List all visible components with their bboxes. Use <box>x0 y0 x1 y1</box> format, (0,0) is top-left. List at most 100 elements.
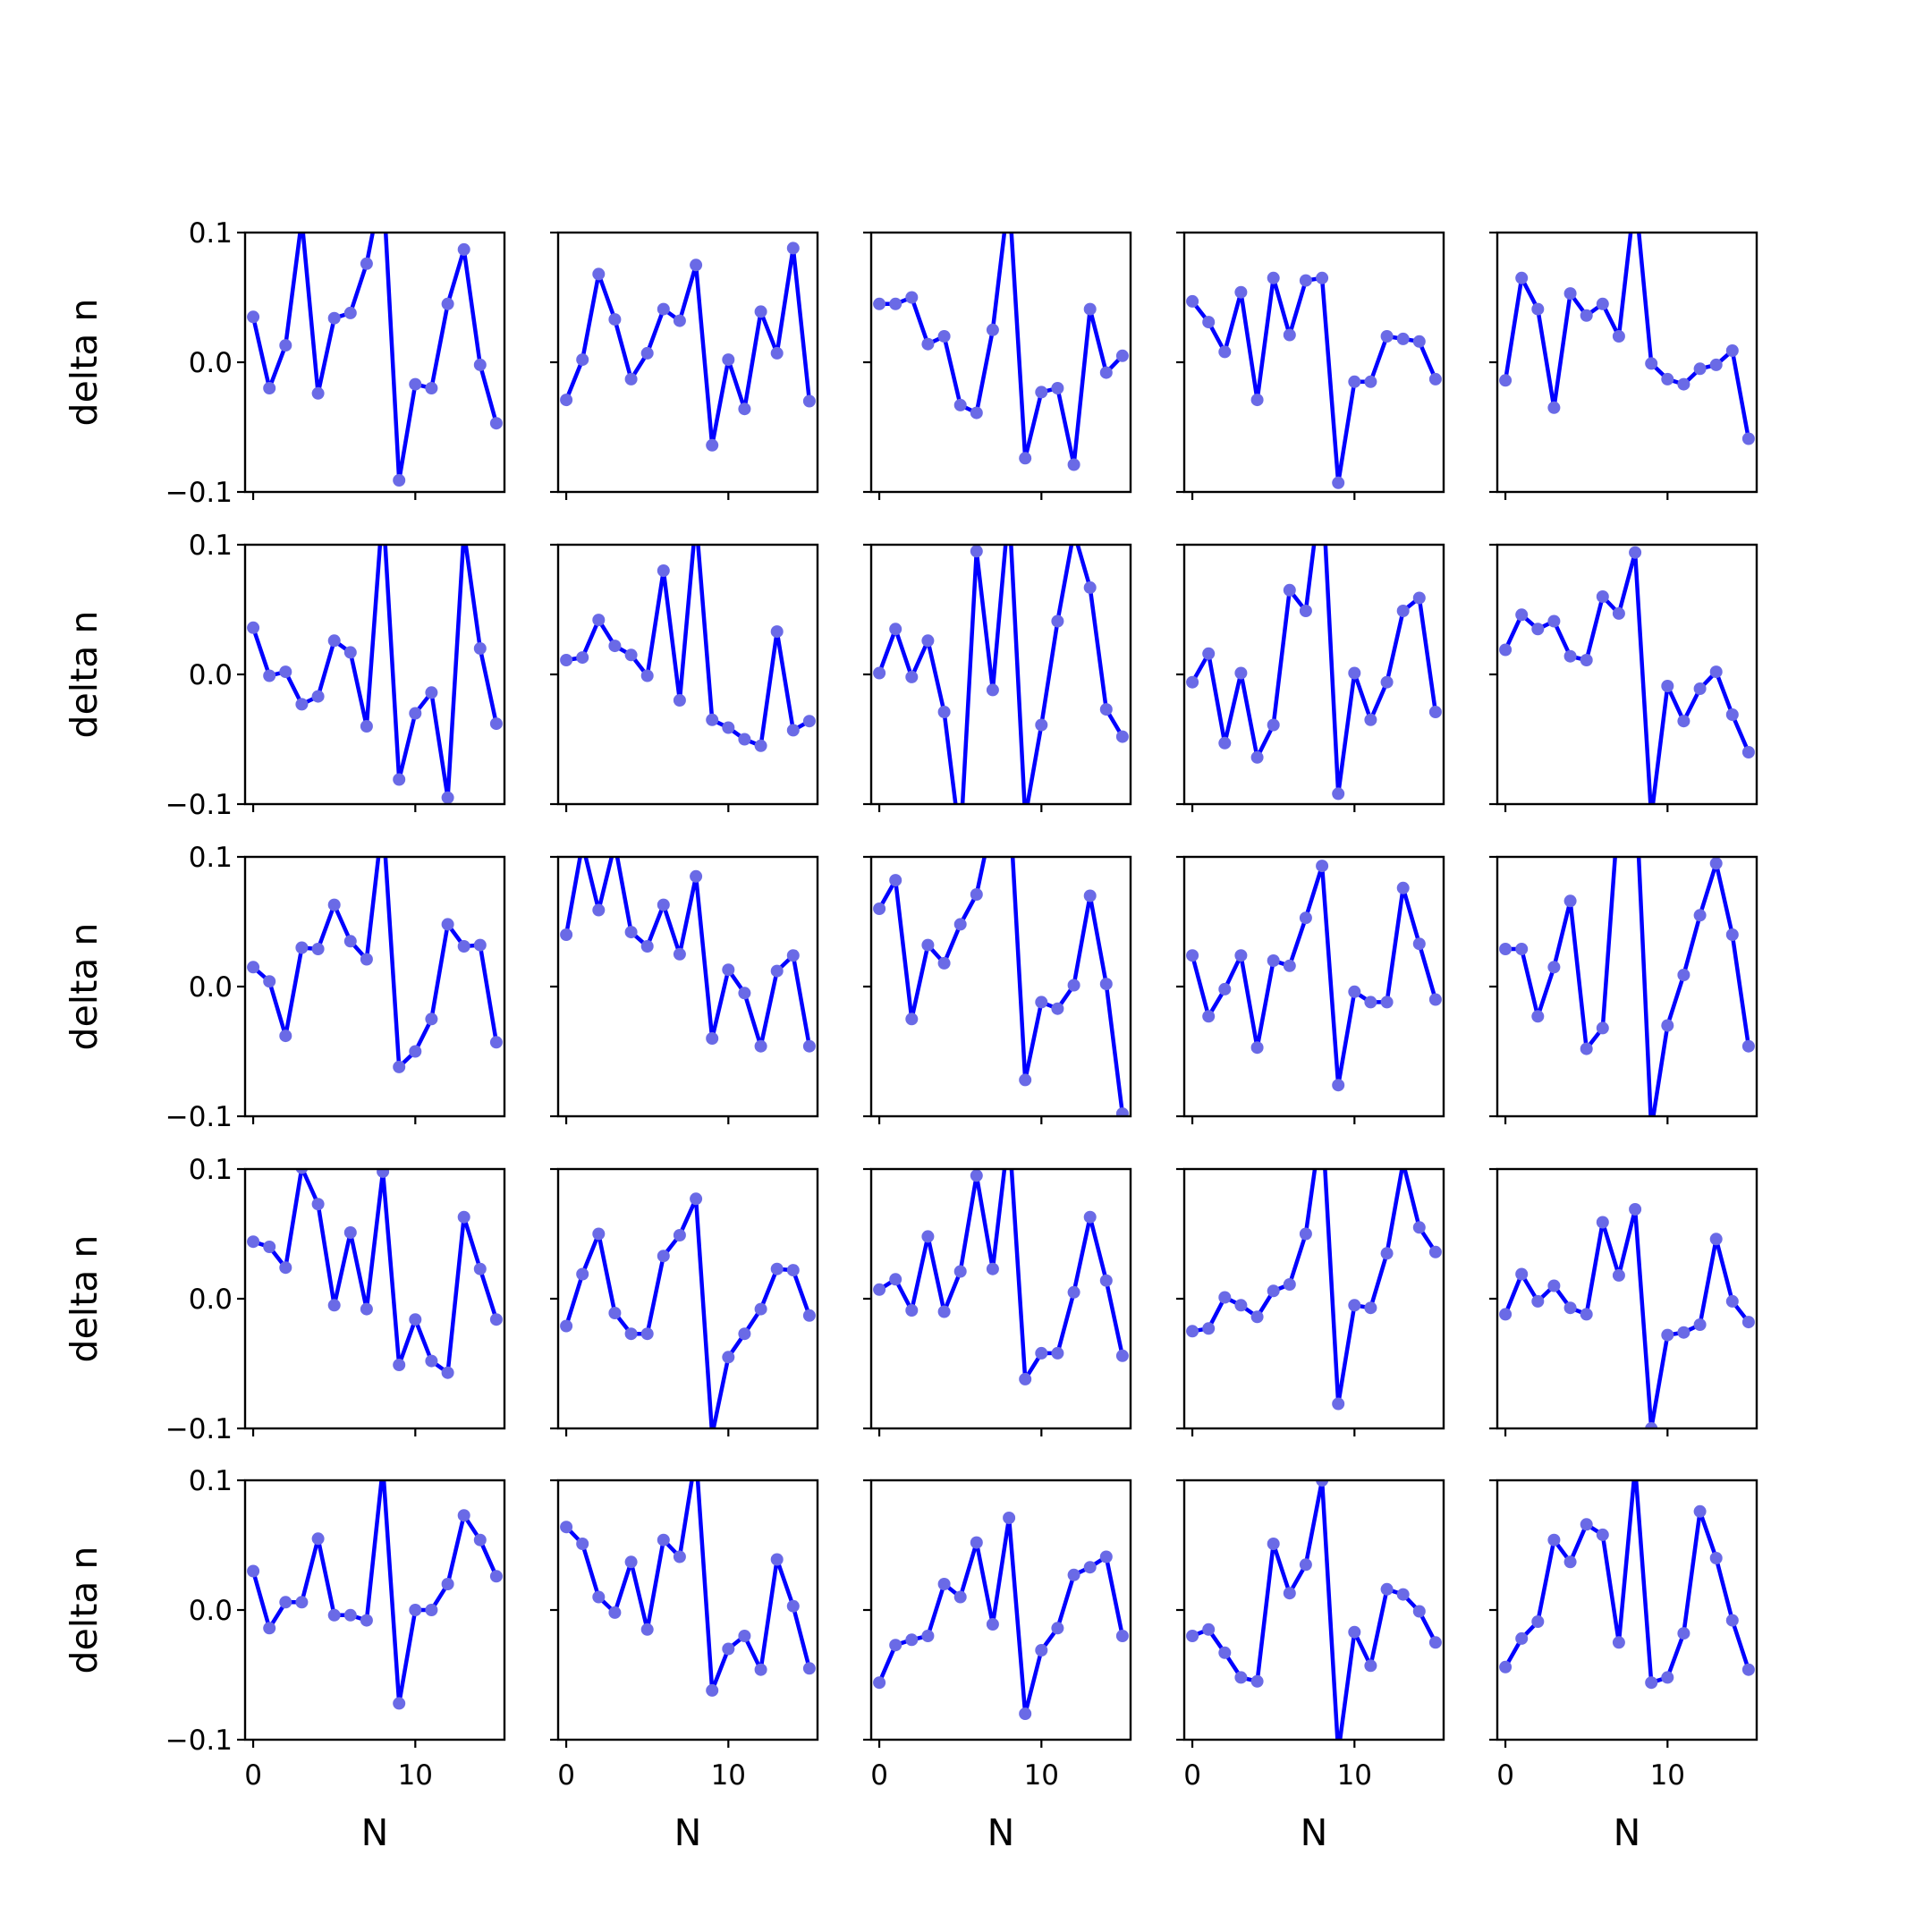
data-point-1 <box>1515 1631 1529 1645</box>
data-point-9 <box>1332 1397 1345 1411</box>
data-point-15 <box>489 417 503 430</box>
data-point-14 <box>1725 1614 1739 1627</box>
data-point-4 <box>624 926 638 939</box>
data-point-0 <box>560 928 573 941</box>
data-point-0 <box>873 1676 886 1690</box>
data-point-0 <box>1499 943 1513 955</box>
x-tick-label: 10 <box>1337 1759 1372 1792</box>
data-point-10 <box>1035 996 1048 1009</box>
data-point-9 <box>706 1428 718 1441</box>
data-point-6 <box>657 1533 670 1546</box>
data-point-9 <box>393 474 406 487</box>
data-point-11 <box>425 1013 438 1026</box>
data-point-9 <box>1019 811 1031 824</box>
x-axis-label: N <box>674 1811 702 1854</box>
data-point-1 <box>576 838 589 851</box>
data-point-9 <box>393 1697 406 1710</box>
data-point-0 <box>1499 1308 1513 1321</box>
data-point-7 <box>673 947 686 961</box>
data-point-3 <box>921 1630 935 1642</box>
data-point-12 <box>1380 1582 1394 1596</box>
data-point-5 <box>1580 1308 1593 1321</box>
data-point-14 <box>1099 366 1113 379</box>
data-point-6 <box>343 1608 357 1622</box>
data-point-1 <box>889 1273 902 1286</box>
axes-frame <box>869 1479 1132 1741</box>
data-point-9 <box>393 1060 406 1073</box>
data-point-13 <box>1709 358 1723 371</box>
y-tick-label: −0.1 <box>165 1101 233 1133</box>
data-point-2 <box>592 903 606 917</box>
data-point-4 <box>937 1578 951 1590</box>
data-point-9 <box>1332 476 1345 489</box>
data-point-6 <box>1596 590 1609 603</box>
series-line <box>1503 233 1751 439</box>
data-point-12 <box>1380 330 1394 343</box>
data-point-7 <box>986 1262 999 1275</box>
data-point-12 <box>1067 458 1080 471</box>
data-point-6 <box>657 898 670 911</box>
data-point-14 <box>1725 928 1739 941</box>
subplot-r3-c2 <box>550 838 819 1124</box>
data-point-9 <box>1019 1372 1032 1385</box>
data-point-3 <box>1234 949 1248 962</box>
data-point-12 <box>441 1578 454 1590</box>
data-point-12 <box>1067 1568 1080 1581</box>
data-point-12 <box>1380 675 1394 689</box>
x-axis-label: N <box>987 1811 1015 1854</box>
data-point-12 <box>441 297 454 310</box>
data-point-11 <box>1364 1659 1377 1673</box>
data-point-1 <box>1202 1322 1216 1335</box>
data-point-7 <box>1299 1227 1312 1241</box>
plot-area <box>1499 857 1755 1116</box>
data-point-7 <box>1299 605 1312 617</box>
data-point-4 <box>1250 1310 1264 1324</box>
data-point-10 <box>1661 1328 1674 1342</box>
subplot-r5-c3: 0 10 <box>863 1479 1132 1792</box>
data-point-5 <box>1267 954 1280 967</box>
data-point-11 <box>1677 1326 1690 1339</box>
data-point-9 <box>1645 811 1657 824</box>
data-point-15 <box>802 394 816 408</box>
y-axis-label: delta n <box>63 1546 106 1674</box>
data-point-13 <box>1083 889 1097 902</box>
data-point-5 <box>640 1623 654 1636</box>
data-point-15 <box>802 1662 816 1675</box>
data-point-10 <box>722 353 735 367</box>
data-point-5 <box>1580 654 1593 666</box>
data-point-6 <box>1283 328 1296 342</box>
plot-area <box>1186 1480 1442 1740</box>
data-point-6 <box>343 646 357 659</box>
data-point-1 <box>263 1241 276 1253</box>
series-line <box>877 545 1124 804</box>
data-point-6 <box>1596 1216 1609 1229</box>
data-point-4 <box>624 1327 638 1341</box>
data-point-8 <box>377 1169 390 1178</box>
series-line <box>1504 550 1750 804</box>
data-point-1 <box>263 1622 276 1635</box>
data-point-14 <box>786 949 800 962</box>
plot-area <box>873 1169 1129 1385</box>
data-point-13 <box>770 1553 784 1566</box>
plot-area <box>560 545 816 752</box>
subplot-r5-c2: 0 10 <box>550 1479 819 1792</box>
data-point-7 <box>1299 274 1312 287</box>
data-point-10 <box>409 377 422 391</box>
data-point-11 <box>425 686 438 699</box>
data-point-15 <box>1428 706 1442 718</box>
plot-area <box>247 1169 503 1379</box>
data-point-12 <box>754 1302 767 1316</box>
data-point-5 <box>1267 1284 1280 1298</box>
data-point-14 <box>473 642 487 655</box>
data-point-15 <box>802 1039 816 1053</box>
data-point-0 <box>247 1564 260 1578</box>
data-point-12 <box>1380 996 1394 1009</box>
plot-area <box>873 233 1129 471</box>
data-point-11 <box>1364 1301 1377 1315</box>
data-point-10 <box>1348 1625 1361 1639</box>
data-point-1 <box>1515 271 1529 284</box>
data-point-15 <box>1741 1039 1755 1053</box>
x-tick-label: 10 <box>1024 1759 1059 1792</box>
data-point-10 <box>409 1604 422 1616</box>
data-point-6 <box>657 564 670 577</box>
